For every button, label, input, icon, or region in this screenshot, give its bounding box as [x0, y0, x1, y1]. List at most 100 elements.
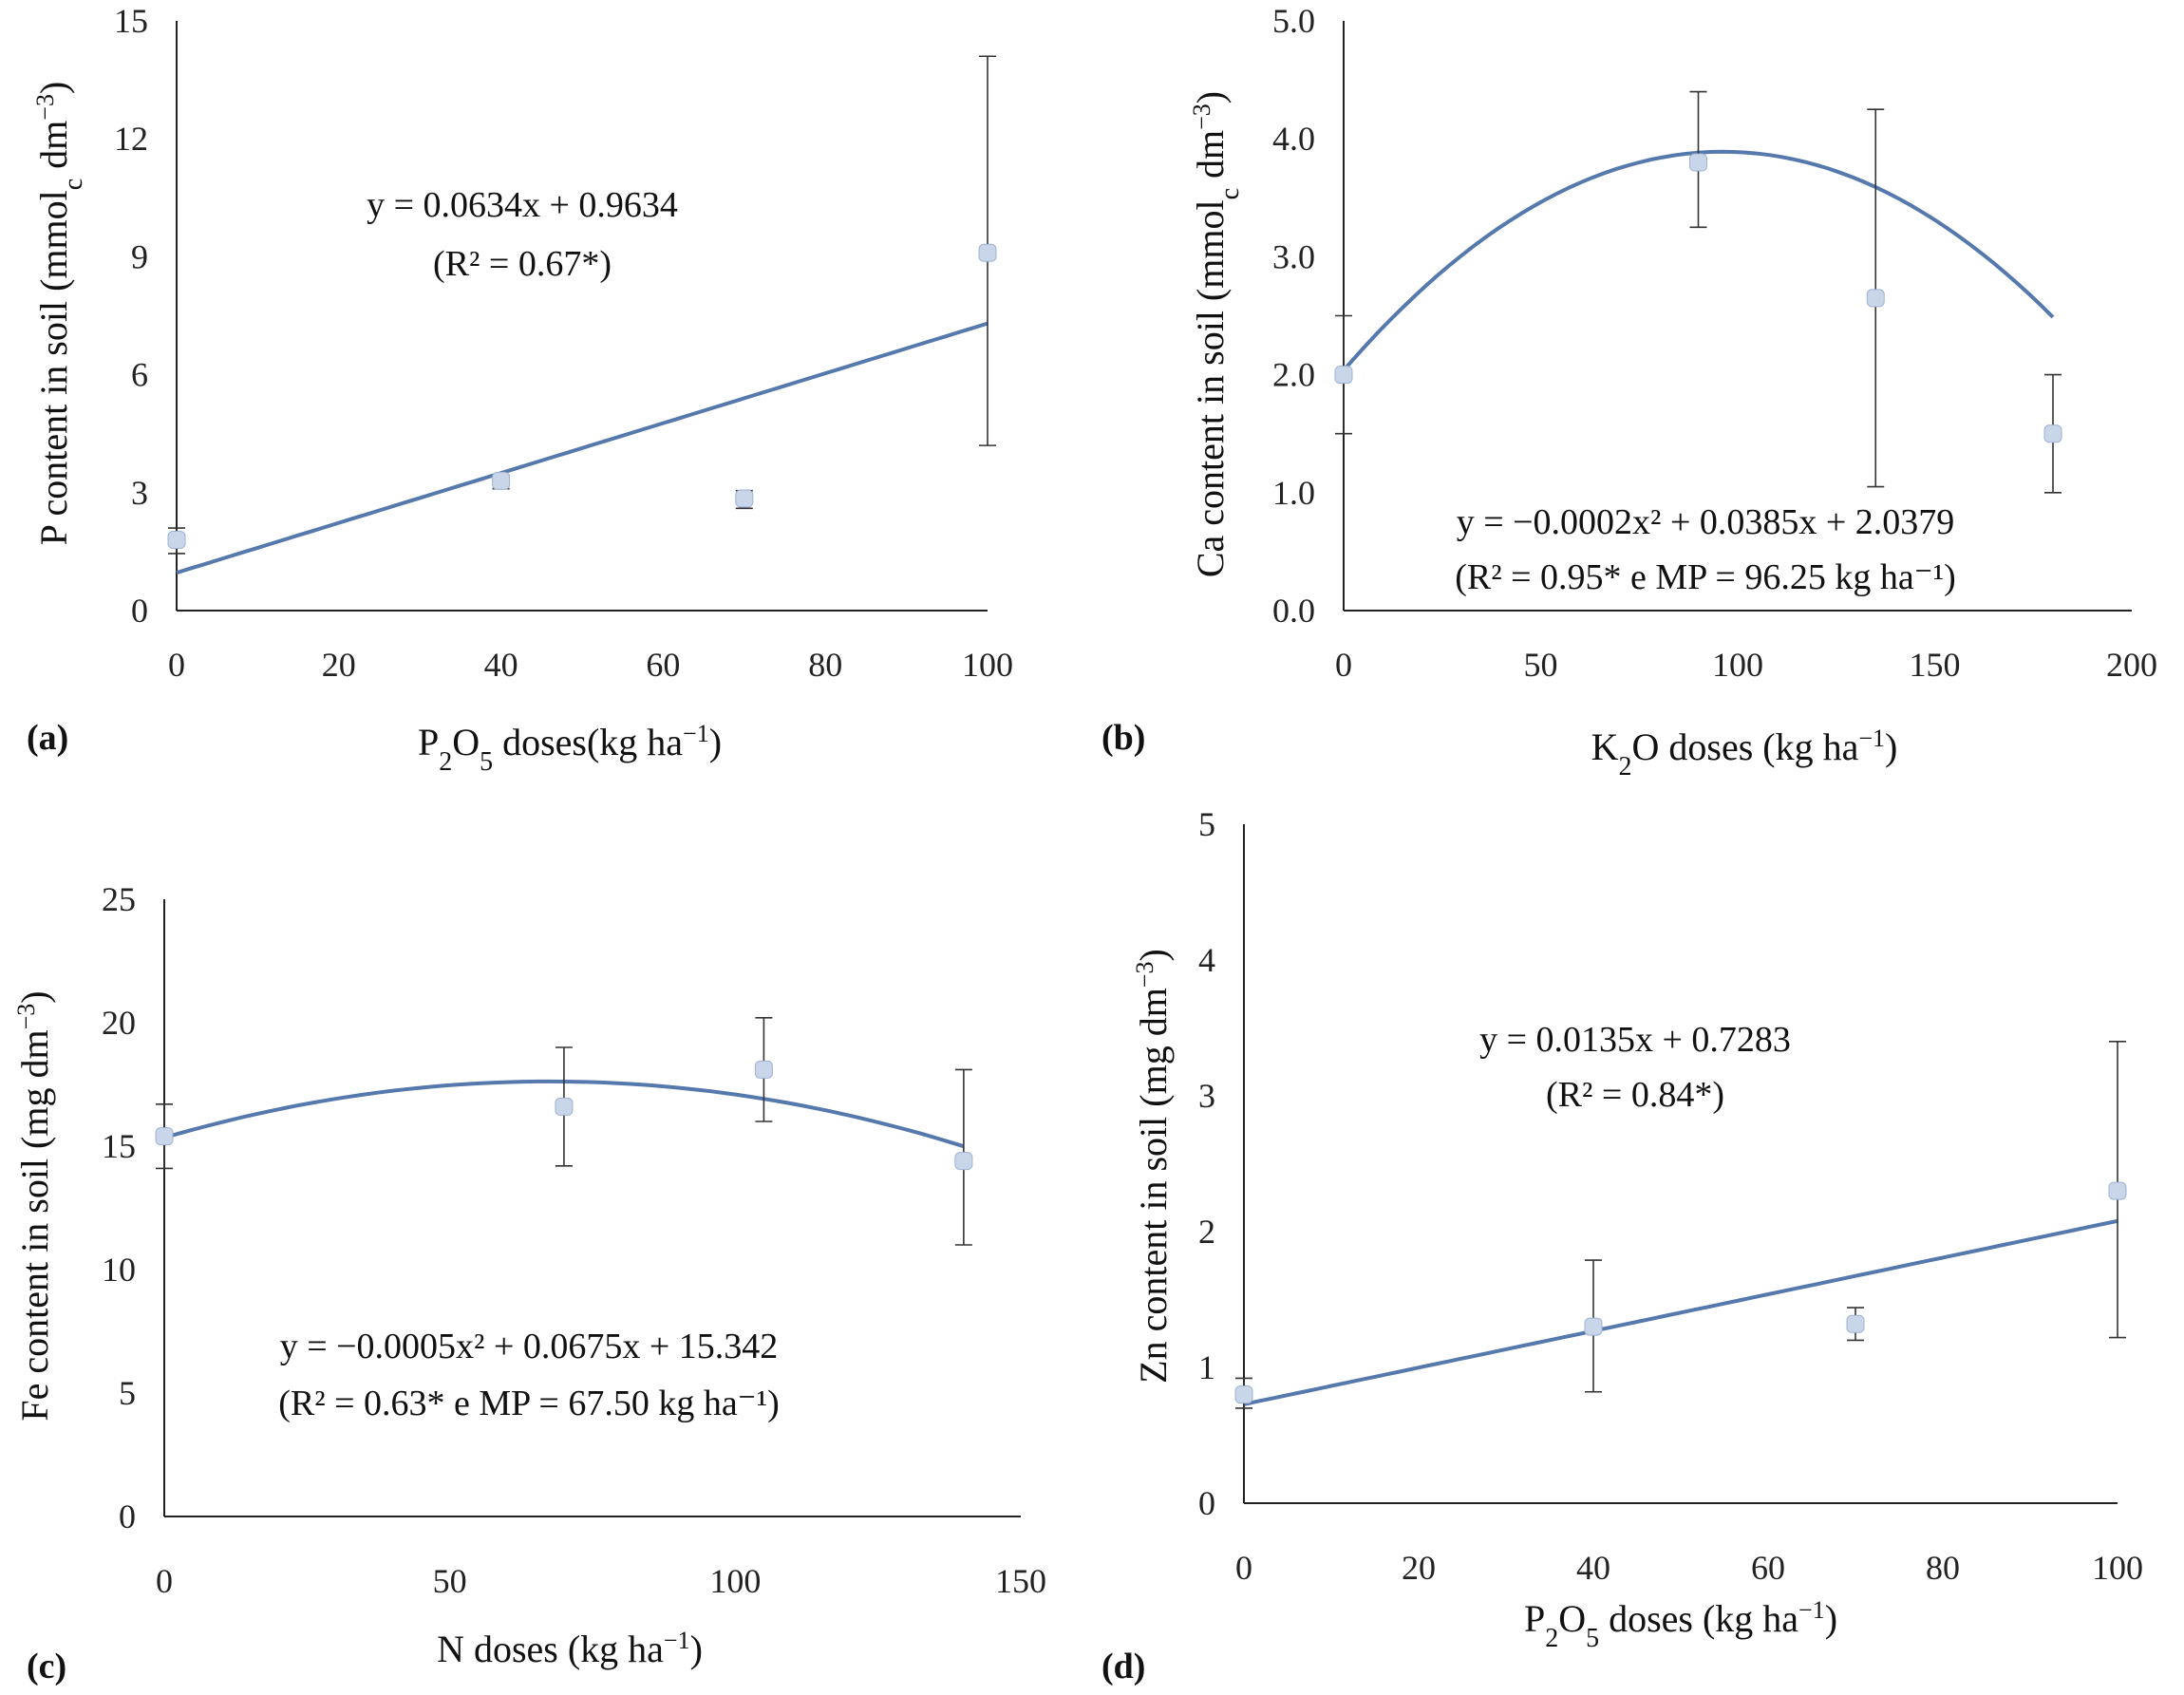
y-tick-label: 5.0	[1272, 2, 1315, 40]
data-point	[492, 471, 511, 490]
chart-panel-d: 0 20 40 60 80 100 0 1 2 3 4 5 y = 0.0135x + 0.7283 (R…	[1101, 805, 2143, 1686]
x-tick-label: 60	[1751, 1549, 1785, 1587]
data-point	[1866, 289, 1885, 308]
x-axis-label: K2O doses (kg ha−1)	[1591, 725, 1898, 782]
x-axis-label-part: −1	[683, 720, 709, 747]
x-tick-label: 100	[1712, 646, 1763, 684]
y-axis-label-part: −3	[1131, 962, 1158, 989]
y-axis-label-part: )	[1189, 91, 1232, 104]
x-tick-label: 150	[1910, 646, 1961, 684]
y-tick-label: 25	[102, 880, 136, 918]
data-point	[555, 1097, 574, 1116]
y-tick-label: 20	[102, 1004, 136, 1042]
y-tick-label: 0	[131, 592, 148, 630]
data-point	[2108, 1181, 2127, 1200]
x-axis-label-part: )	[1825, 1597, 1837, 1640]
y-axis-label: Ca content in soil (mmolc dm−3)	[1188, 91, 1245, 577]
x-axis-label-part: )	[690, 1628, 703, 1670]
x-axis-label-part: 2	[1545, 1624, 1558, 1653]
data-point	[954, 1152, 973, 1171]
panel-label: (c)	[27, 1647, 66, 1686]
chart-panel-c: 0 50 100 150 0 5 10 15 20 25 y = −0.0005x² + 0.067…	[12, 880, 1047, 1686]
x-axis-label-part: P	[1524, 1597, 1545, 1640]
r2-label: (R² = 0.63* e MP = 67.50 kg ha⁻¹)	[278, 1384, 780, 1423]
x-tick-label: 40	[1576, 1549, 1610, 1587]
y-axis-label: Zn content in soil (mg dm−3)	[1131, 949, 1176, 1384]
x-axis-label: P2O5 doses (kg ha−1)	[1524, 1596, 1837, 1653]
y-tick-label: 15	[114, 2, 148, 40]
y-tick-label: 15	[102, 1127, 136, 1165]
y-axis-label-part: −3	[31, 94, 59, 121]
r2-label: (R² = 0.67*)	[433, 244, 612, 284]
data-point	[735, 489, 754, 508]
y-axis-label-part: dm	[1189, 130, 1232, 188]
y-tick-label: 1	[1198, 1348, 1215, 1386]
x-tick-label: 100	[2092, 1549, 2143, 1587]
trend-line	[176, 321, 988, 575]
panel-label: (d)	[1101, 1647, 1145, 1686]
y-tick-label: 0	[1198, 1484, 1215, 1522]
chart-panel-b: 0 50 100 150 200 0.0 1.0 2.0 3.0 4.0 5.0 y = −0.000…	[1101, 2, 2157, 782]
x-axis-label-part: O	[452, 721, 480, 763]
equation-label: y = 0.0135x + 0.7283	[1479, 1020, 1791, 1060]
x-axis-label-part: 2	[439, 747, 452, 777]
panel-label: (b)	[1101, 718, 1145, 758]
data-point	[2043, 424, 2062, 443]
data-point	[1234, 1385, 1253, 1404]
trend-line	[1243, 1218, 2118, 1406]
equation-label: y = 0.0634x + 0.9634	[367, 185, 678, 225]
y-tick-label: 5	[1198, 805, 1215, 843]
x-axis-label-part: doses(kg ha	[493, 721, 683, 763]
y-axis-label-part: Ca content in soil (mmol	[1189, 199, 1232, 577]
data-point	[155, 1127, 174, 1146]
x-axis-label-part: O doses (kg ha	[1632, 725, 1859, 768]
y-tick-label: 2.0	[1272, 356, 1315, 394]
y-tick-label: 5	[119, 1374, 136, 1412]
x-axis-label-part: doses (kg ha	[1599, 1597, 1798, 1640]
y-axis-label-part: c	[59, 179, 88, 190]
x-tick-label: 60	[646, 646, 680, 684]
x-axis-label-part: )	[1885, 725, 1897, 768]
y-tick-label: 4.0	[1272, 120, 1315, 158]
x-axis-label-part: O	[1558, 1597, 1586, 1640]
x-tick-label: 0	[1235, 1549, 1252, 1587]
y-axis-label-part: −3	[12, 1004, 40, 1030]
y-tick-label: 10	[102, 1251, 136, 1289]
y-axis-label-part: c	[1215, 188, 1245, 199]
y-tick-label: 9	[131, 237, 148, 275]
x-tick-label: 100	[709, 1562, 761, 1600]
y-tick-label: 6	[131, 356, 148, 394]
y-tick-label: 1.0	[1272, 474, 1315, 512]
x-axis-label-part: N doses (kg ha	[437, 1628, 664, 1670]
x-axis-label-part: −1	[1798, 1596, 1825, 1624]
y-tick-label: 3	[1198, 1077, 1215, 1115]
y-tick-label: 0.0	[1272, 592, 1315, 630]
y-tick-label: 2	[1198, 1213, 1215, 1251]
data-point	[1334, 366, 1353, 385]
equation-label: y = −0.0002x² + 0.0385x + 2.0379	[1457, 502, 1955, 542]
x-axis-label-part: 5	[480, 747, 493, 777]
r2-label: (R² = 0.95* e MP = 96.25 kg ha⁻¹)	[1455, 557, 1956, 597]
equation-label: y = −0.0005x² + 0.0675x + 15.342	[280, 1327, 779, 1366]
y-axis-label-part: Zn content in soil (mg dm	[1132, 988, 1175, 1384]
y-axis-label-part: )	[32, 82, 75, 94]
y-axis-label-part: Fe content in soil (mg dm	[13, 1029, 56, 1421]
x-tick-label: 100	[962, 646, 1013, 684]
x-axis-label-part: −1	[1858, 725, 1885, 752]
x-tick-label: 40	[484, 646, 518, 684]
x-tick-label: 50	[433, 1562, 467, 1600]
x-axis-label-part: 5	[1586, 1624, 1599, 1653]
data-point	[1846, 1314, 1865, 1333]
x-tick-label: 0	[168, 646, 185, 684]
x-tick-label: 20	[322, 646, 356, 684]
x-tick-label: 150	[995, 1562, 1046, 1600]
x-axis-label-part: 2	[1619, 752, 1632, 782]
x-tick-label: 50	[1524, 646, 1558, 684]
y-tick-label: 3	[131, 474, 148, 512]
y-axis-label-part: )	[13, 990, 56, 1003]
y-tick-label: 3.0	[1272, 237, 1315, 275]
data-point	[1689, 153, 1707, 172]
x-tick-label: 0	[156, 1562, 173, 1600]
y-tick-label: 0	[119, 1497, 136, 1535]
x-tick-label: 80	[1926, 1549, 1960, 1587]
